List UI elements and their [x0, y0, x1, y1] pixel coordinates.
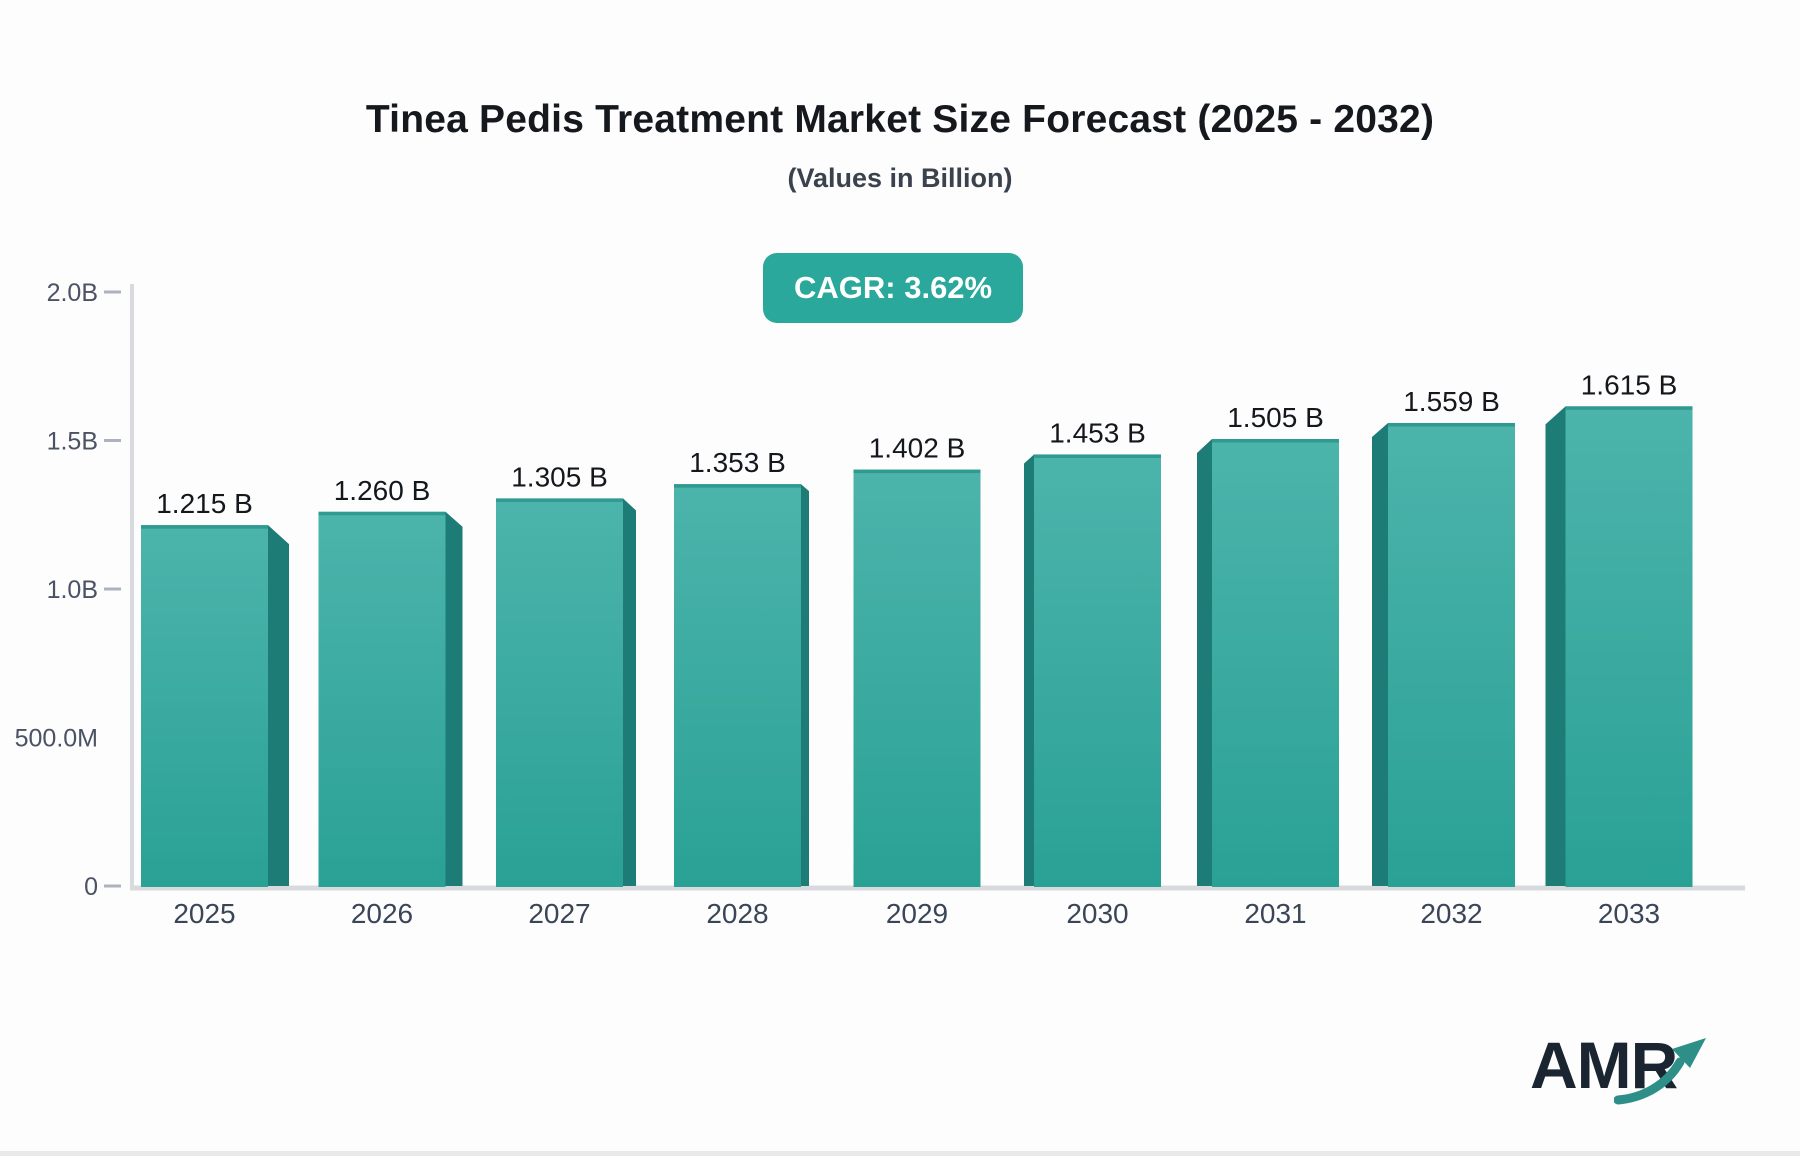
bar-value-label: 1.559 B: [1403, 386, 1500, 417]
bar-2033: [1565, 406, 1693, 887]
bar-2026: [318, 511, 446, 887]
bar-2029: [853, 469, 981, 887]
growth-arrow-curve: [1614, 1057, 1685, 1105]
bar-top-edge-2030: [1034, 454, 1161, 458]
bar-value-label: 1.453 B: [1049, 417, 1146, 448]
bar-side-face-2026: [445, 511, 463, 886]
x-axis-label: 2027: [528, 898, 590, 929]
y-axis-label: 2.0B: [47, 279, 98, 307]
bar-side-face-2025: [268, 525, 289, 886]
bar-top-edge-2029: [853, 469, 981, 474]
x-axis-label: 2025: [173, 898, 235, 929]
bar-2025: [141, 525, 268, 887]
bar-top-edge-2027: [496, 498, 623, 502]
x-axis-label: 2029: [886, 898, 948, 929]
chart-subtitle: (Values in Billion): [787, 163, 1013, 193]
bar-2031: [1212, 439, 1339, 887]
bar-2027: [496, 498, 623, 887]
screenshot-bottom-edge: [0, 1151, 1800, 1156]
bar-side-face-2028: [801, 484, 809, 886]
y-axis-label: 0: [84, 873, 98, 901]
bar-side-face-2027: [623, 498, 636, 886]
bar-top-edge-2026: [318, 511, 446, 516]
x-axis-label: 2031: [1244, 898, 1306, 929]
bar-value-label: 1.215 B: [156, 488, 253, 519]
x-axis-label: 2030: [1066, 898, 1128, 929]
bar-top-edge-2032: [1388, 422, 1515, 427]
cagr-badge: CAGR: 3.62%: [763, 253, 1024, 323]
bar-2028: [674, 484, 801, 887]
bar-top-edge-2028: [674, 484, 801, 488]
amr-logo: AMR: [1530, 1032, 1730, 1122]
bar-value-label: 1.505 B: [1227, 402, 1324, 433]
bar-2030: [1034, 454, 1161, 887]
y-axis-label: 1.5B: [47, 428, 98, 456]
x-axis-label: 2032: [1420, 898, 1482, 929]
cagr-badge-label: CAGR: 3.62%: [794, 270, 993, 305]
bar-2032: [1388, 422, 1515, 887]
x-axis-label: 2028: [706, 898, 768, 929]
bar-side-face-2030: [1024, 454, 1034, 886]
bar-value-label: 1.305 B: [511, 461, 608, 492]
bar-value-label: 1.402 B: [869, 433, 966, 464]
chart-title: Tinea Pedis Treatment Market Size Foreca…: [365, 98, 1435, 141]
growth-arrow-icon: [1614, 1038, 1706, 1105]
bar-side-face-2032: [1372, 422, 1388, 886]
bar-side-face-2031: [1197, 439, 1212, 886]
x-axis-label: 2026: [351, 898, 413, 929]
bar-value-label: 1.260 B: [334, 475, 431, 506]
y-axis-label: 500.0M: [15, 725, 98, 753]
bar-top-edge-2031: [1212, 439, 1339, 443]
bar-value-label: 1.353 B: [689, 447, 786, 478]
growth-arrow-head: [1672, 1038, 1706, 1068]
bar-value-label: 1.615 B: [1581, 369, 1678, 400]
bar-side-face-2033: [1545, 406, 1566, 886]
y-axis-label: 1.0B: [47, 576, 98, 604]
x-axis-label: 2033: [1598, 898, 1660, 929]
bar-top-edge-2033: [1565, 406, 1693, 410]
bar-top-edge-2025: [141, 525, 268, 529]
